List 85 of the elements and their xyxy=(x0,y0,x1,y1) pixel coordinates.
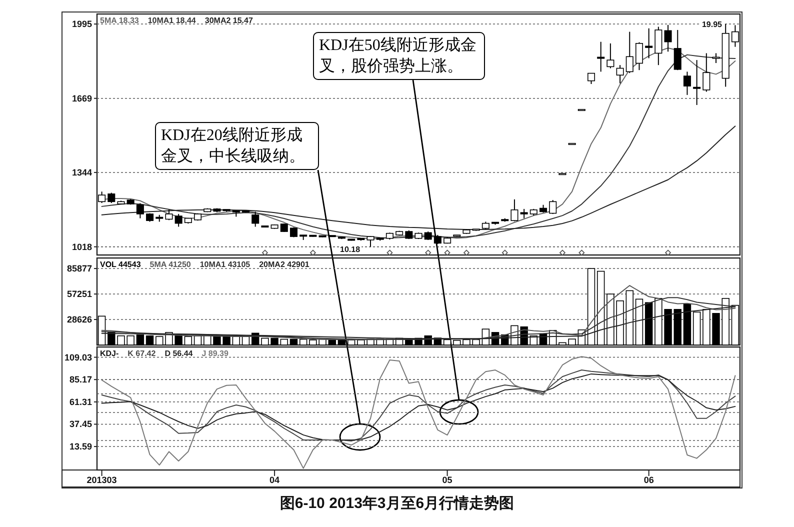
candlestick xyxy=(98,191,106,204)
bar xyxy=(731,304,740,346)
y-tick-label: 109.03 xyxy=(64,352,92,362)
bar xyxy=(443,339,452,346)
candlestick xyxy=(616,64,624,84)
line-series xyxy=(101,373,736,440)
y-tick-label: 61.31 xyxy=(69,396,92,407)
y-tick-label: 1018 xyxy=(72,242,92,252)
bar xyxy=(635,298,644,346)
candlestick xyxy=(252,211,260,228)
x-tick-label: 201303 xyxy=(86,475,117,485)
y-tick-label: 85877 xyxy=(66,264,92,274)
text: 5MA 41250 xyxy=(150,260,192,269)
text: 10MA1 18.44 xyxy=(148,16,196,25)
candlestick xyxy=(108,192,116,204)
candlestick xyxy=(654,26,662,66)
bar xyxy=(674,308,682,346)
y-tick-label: 28626 xyxy=(66,314,92,325)
candlestick xyxy=(664,24,672,52)
bar xyxy=(347,340,356,346)
text: 5MA 18.33 xyxy=(100,16,140,25)
bar xyxy=(587,268,596,346)
candlestick xyxy=(549,200,557,214)
bar xyxy=(299,338,308,346)
candlestick xyxy=(702,52,710,92)
x-tick-label: 05 xyxy=(442,475,452,485)
text: 30MA2 15.47 xyxy=(204,16,254,25)
text: VOL 44543 xyxy=(100,260,142,269)
candlestick xyxy=(510,198,518,222)
candlestick xyxy=(693,60,701,106)
candlestick xyxy=(712,52,720,64)
candlestick xyxy=(366,236,374,248)
candlestick xyxy=(674,29,682,71)
annotation: 19.95 xyxy=(702,20,723,29)
annotation: 10.18 xyxy=(340,245,361,254)
text: K 67.42 xyxy=(128,349,156,358)
candlestick xyxy=(165,209,173,221)
bar xyxy=(453,340,461,346)
bar xyxy=(290,338,298,346)
line-series xyxy=(101,306,736,340)
candlestick xyxy=(597,41,605,72)
x-tick-label: 06 xyxy=(644,475,654,485)
legend-title: KDJ- xyxy=(100,349,120,358)
candlestick xyxy=(645,28,653,59)
y-tick-label: 57251 xyxy=(66,289,92,300)
text: 20MA2 42901 xyxy=(259,260,310,269)
y-tick-label: 1995 xyxy=(72,19,92,30)
candlestick xyxy=(635,42,643,71)
bar xyxy=(328,340,336,346)
line-series xyxy=(101,356,736,469)
text: J 89.39 xyxy=(202,349,229,358)
text: 10MA1 43105 xyxy=(200,260,251,269)
bar xyxy=(280,338,288,346)
candlestick xyxy=(683,71,691,96)
y-tick-label: 1344 xyxy=(72,167,92,178)
bar xyxy=(136,334,144,346)
line-series xyxy=(101,297,736,340)
y-tick-label: 1669 xyxy=(72,93,92,104)
candlestick xyxy=(626,31,634,74)
bar xyxy=(692,312,701,346)
candlestick xyxy=(606,42,614,69)
text: D 56.44 xyxy=(164,349,194,358)
y-tick-label: 13.59 xyxy=(69,442,92,452)
candlestick xyxy=(174,213,182,228)
bar xyxy=(146,335,154,346)
bar xyxy=(596,270,605,346)
bar xyxy=(242,336,250,346)
candlestick xyxy=(731,24,739,48)
bar xyxy=(644,302,653,346)
x-tick-label: 04 xyxy=(270,475,280,485)
y-tick-label: 85.17 xyxy=(69,374,92,385)
caption: 图6-10 2013年3月至6月行情走势图 xyxy=(278,494,516,513)
bar xyxy=(156,336,164,346)
bar xyxy=(683,304,692,346)
annotation: KDJ在20线附近形成金叉，中长线吸纳。 xyxy=(155,122,319,170)
bar xyxy=(626,290,634,346)
candlestick xyxy=(587,72,596,84)
candlestick xyxy=(520,208,528,219)
line-series xyxy=(101,126,736,230)
annotation: KDJ在50线附近形成金叉，股价强势上涨。 xyxy=(313,32,485,80)
y-tick-label: 37.45 xyxy=(69,419,92,430)
bar xyxy=(232,336,240,346)
bar xyxy=(98,316,106,346)
bar xyxy=(184,336,192,346)
candlestick xyxy=(136,202,144,219)
